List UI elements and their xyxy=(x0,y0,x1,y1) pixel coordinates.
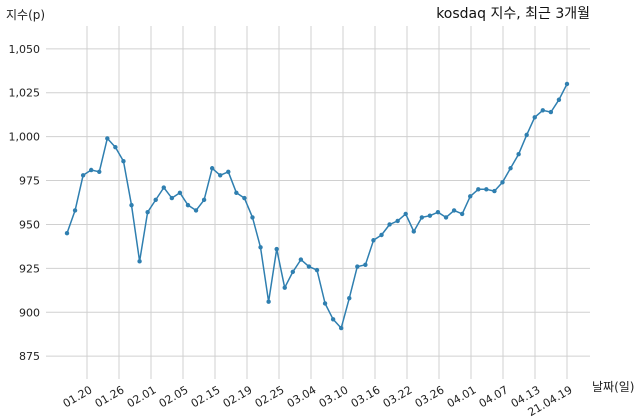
x-tick-labels: 01.2001.2602.0102.0502.1502.1902.2503.04… xyxy=(61,383,575,418)
y-tick-label: 950 xyxy=(19,218,40,231)
data-point xyxy=(242,195,247,201)
data-point xyxy=(80,173,86,178)
x-tick-label: 04.07 xyxy=(477,383,511,410)
data-point xyxy=(387,222,392,227)
data-point xyxy=(548,109,554,115)
data-point xyxy=(113,144,118,150)
data-point xyxy=(234,190,239,196)
data-point xyxy=(290,269,296,275)
data-point xyxy=(306,264,312,269)
data-point xyxy=(64,231,70,236)
data-point xyxy=(105,136,110,141)
data-point xyxy=(468,194,473,199)
data-point xyxy=(338,325,344,331)
data-point xyxy=(403,211,408,217)
y-tick-label: 875 xyxy=(19,350,40,363)
y-tick-labels: 875 900 925 950 975 1,000 1,025 1,050 xyxy=(9,43,41,363)
data-point xyxy=(161,185,166,190)
x-tick-label: 02.25 xyxy=(253,383,287,410)
data-point xyxy=(88,167,94,173)
y-tick-label: 1,000 xyxy=(9,131,41,144)
data-point xyxy=(218,173,223,178)
y-tick-label: 925 xyxy=(19,262,40,275)
data-point xyxy=(556,97,562,102)
data-point xyxy=(411,229,416,234)
series-line xyxy=(66,83,568,329)
x-tick-label: 04.01 xyxy=(445,383,479,410)
data-point xyxy=(476,187,481,192)
data-point xyxy=(435,209,441,215)
data-point xyxy=(322,301,328,306)
y-tick-label: 1,025 xyxy=(9,87,41,100)
x-tick-label: 02.05 xyxy=(157,383,191,410)
data-point xyxy=(266,299,271,304)
data-point xyxy=(121,159,126,164)
data-point xyxy=(314,267,320,273)
data-point xyxy=(484,187,489,192)
data-point xyxy=(209,166,215,171)
y-tick-label: 975 xyxy=(19,175,40,188)
data-point xyxy=(298,257,304,262)
y-tick-label: 1,050 xyxy=(9,43,41,56)
data-point xyxy=(282,285,287,290)
data-point xyxy=(97,169,102,174)
data-point xyxy=(395,218,400,224)
data-point xyxy=(347,296,352,301)
data-point xyxy=(419,215,425,220)
data-point xyxy=(459,211,465,217)
data-point xyxy=(169,195,175,201)
data-point xyxy=(137,259,142,264)
data-point xyxy=(129,202,134,208)
data-point xyxy=(72,208,78,213)
data-point xyxy=(185,202,191,208)
data-point xyxy=(451,208,457,213)
y-tick-label: 900 xyxy=(19,306,40,319)
data-point xyxy=(363,262,368,268)
data-point xyxy=(500,180,505,185)
x-tick-label: 01.26 xyxy=(93,383,127,410)
data-point xyxy=(516,152,521,157)
data-point xyxy=(427,213,433,218)
x-tick-label: 03.04 xyxy=(285,383,319,410)
grid-lines xyxy=(46,26,590,379)
x-tick-label: 03.16 xyxy=(349,383,383,410)
data-point xyxy=(177,190,183,196)
data-point xyxy=(532,115,537,120)
x-tick-label: 03.26 xyxy=(413,383,447,410)
data-point xyxy=(250,215,255,220)
data-point xyxy=(355,264,360,269)
data-point xyxy=(492,188,497,194)
data-point xyxy=(258,245,263,250)
x-tick-label: 02.19 xyxy=(221,383,255,410)
x-tick-label: 03.22 xyxy=(381,383,415,410)
x-tick-label: 02.15 xyxy=(189,383,223,410)
x-axis-label: 날짜(일) xyxy=(592,380,634,394)
x-tick-label: 02.01 xyxy=(125,383,159,410)
data-point xyxy=(201,197,207,203)
data-point xyxy=(540,108,546,113)
data-point xyxy=(564,81,570,87)
data-point xyxy=(524,132,529,138)
data-point xyxy=(330,317,336,322)
data-point xyxy=(226,169,231,174)
data-point xyxy=(193,208,199,213)
data-point xyxy=(153,197,158,203)
data-point xyxy=(379,232,384,238)
x-tick-label: 03.10 xyxy=(317,383,351,410)
series-layer xyxy=(64,81,570,331)
data-point xyxy=(508,166,513,171)
x-tick-label: 01.20 xyxy=(61,383,95,410)
data-point xyxy=(274,246,279,252)
data-point xyxy=(371,238,376,243)
data-point xyxy=(443,215,449,220)
data-point xyxy=(145,209,150,215)
chart-title: kosdaq 지수, 최근 3개월 xyxy=(436,6,590,22)
y-axis-label: 지수(p) xyxy=(6,8,45,22)
